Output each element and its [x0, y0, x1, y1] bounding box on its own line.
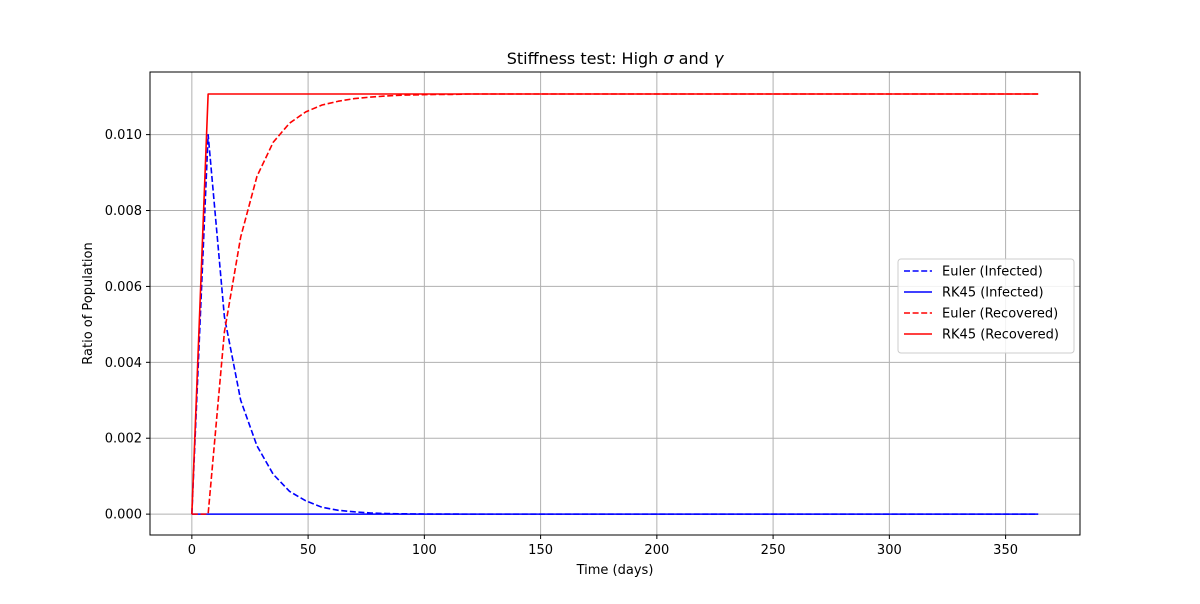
legend-label: Euler (Recovered)	[942, 307, 1058, 322]
y-tick-label: 0.006	[105, 280, 142, 295]
legend-label: RK45 (Recovered)	[942, 328, 1059, 343]
x-tick-label: 150	[528, 543, 553, 558]
legend-label: RK45 (Infected)	[942, 286, 1044, 301]
y-axis-label: Ratio of Population	[81, 242, 96, 364]
plot-frame	[149, 71, 1081, 536]
y-tick-label: 0.010	[105, 128, 142, 143]
tick-layer: 0 50 100 150 200 250 300 350 0.000 0.002 0.004 0.00…	[105, 128, 1018, 558]
legend: Euler (Infected) RK45 (Infected) Euler (Re…	[897, 258, 1075, 354]
x-tick-label: 200	[644, 543, 669, 558]
x-tick-label: 350	[993, 543, 1018, 558]
x-tick-label: 0	[188, 543, 196, 558]
x-axis-label: Time (days)	[576, 563, 654, 578]
series-layer	[191, 93, 1039, 515]
y-tick-label: 0.002	[105, 432, 142, 447]
x-tick-label: 100	[412, 543, 437, 558]
x-tick-label: 300	[877, 543, 902, 558]
series-line-rk45-recovered	[191, 93, 1039, 515]
x-tick-label: 250	[761, 543, 786, 558]
y-tick-label: 0.000	[105, 508, 142, 523]
y-tick-label: 0.008	[105, 204, 142, 219]
legend-box	[897, 258, 1075, 354]
y-tick-label: 0.004	[105, 356, 142, 371]
legend-label: Euler (Infected)	[942, 265, 1043, 280]
x-tick-label: 50	[300, 543, 317, 558]
chart-title: Stiffness test: High σ and γ	[507, 49, 725, 68]
